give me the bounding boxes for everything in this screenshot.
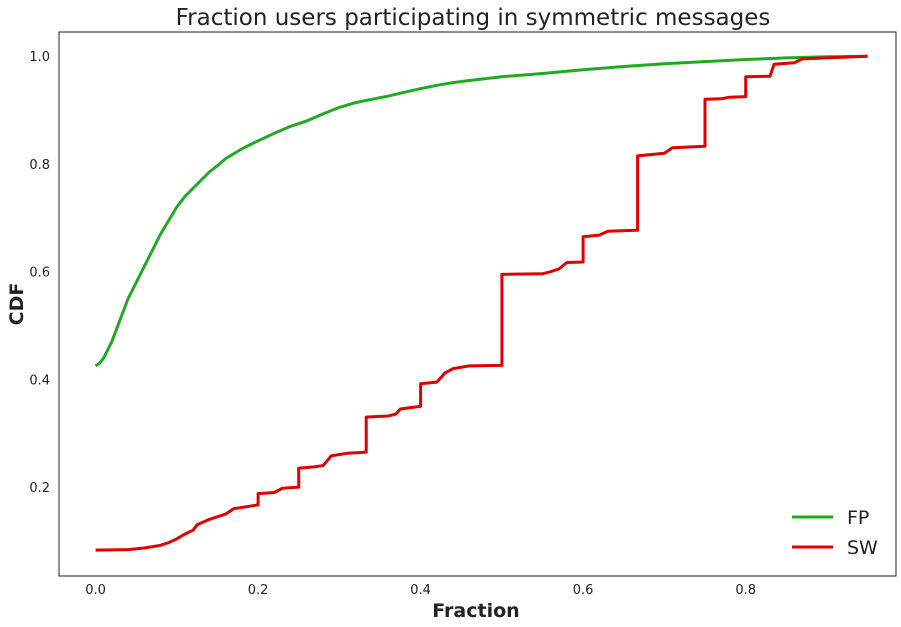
plot-frame bbox=[58, 31, 897, 577]
chart-title: Fraction users participating in symmetri… bbox=[176, 5, 771, 31]
y-tick-label: 0.2 bbox=[29, 481, 50, 496]
x-axis-label: Fraction bbox=[432, 600, 519, 622]
x-tick-label: 0.2 bbox=[248, 583, 269, 598]
legend-label-sw: SW bbox=[847, 537, 878, 559]
legend-label-fp: FP bbox=[847, 507, 869, 529]
x-tick-label: 0.4 bbox=[410, 583, 431, 598]
y-axis-label: CDF bbox=[6, 283, 28, 326]
x-axis-ticks: 0.0 0.2 0.4 0.6 0.8 bbox=[85, 583, 756, 598]
y-tick-label: 0.6 bbox=[29, 266, 50, 281]
y-axis-ticks: 0.2 0.4 0.6 0.8 1.0 bbox=[29, 50, 50, 496]
x-tick-label: 0.8 bbox=[735, 583, 756, 598]
plot-lines bbox=[94, 54, 868, 552]
x-tick-label: 0.6 bbox=[573, 583, 594, 598]
x-tick-label: 0.0 bbox=[85, 583, 106, 598]
y-tick-label: 0.4 bbox=[29, 373, 50, 388]
legend: FP SW bbox=[792, 507, 878, 559]
y-tick-label: 0.8 bbox=[29, 158, 50, 173]
series-line-sw bbox=[95, 54, 868, 552]
y-tick-label: 1.0 bbox=[29, 50, 50, 65]
series-line-fp bbox=[94, 54, 868, 368]
